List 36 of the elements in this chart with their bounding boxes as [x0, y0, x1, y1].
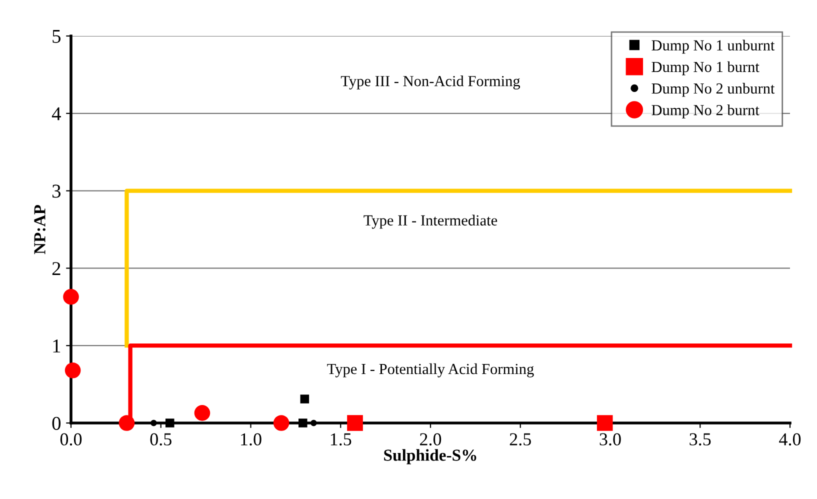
- y-axis-title: NP:AP: [34, 204, 46, 254]
- point: [596, 415, 613, 431]
- point: [63, 288, 79, 305]
- point: [273, 415, 290, 431]
- y-tick-label: 0: [52, 416, 61, 430]
- point: [298, 418, 308, 428]
- point: [165, 418, 174, 428]
- annotation: Type I - Potentially Acid Forming: [327, 363, 534, 378]
- x-tick-label: 4.0: [779, 433, 801, 446]
- x-tick-label: 1.5: [330, 433, 352, 446]
- x-tick-label: 2.5: [510, 433, 531, 446]
- y-tick-label: 5: [52, 30, 61, 43]
- legend-label: Dump No 1 burnt: [652, 61, 760, 76]
- x-tick-label: 1.0: [241, 433, 262, 446]
- annotation: Type II - Intermediate: [364, 214, 498, 229]
- point: [150, 420, 157, 426]
- point: [64, 362, 81, 378]
- x-tick-label: 3.5: [690, 433, 711, 446]
- y-tick-label: 1: [53, 340, 60, 352]
- point: [194, 405, 210, 421]
- point: [300, 394, 310, 404]
- legend-label: Dump No 2 unburnt: [652, 82, 775, 97]
- legend-label: Dump No 1 unburnt: [652, 40, 775, 54]
- point: [118, 415, 135, 431]
- x-tick-label: 2.0: [420, 433, 442, 446]
- y-tick-label: 2: [52, 262, 60, 275]
- x-tick-label: 3.0: [600, 433, 621, 446]
- y-tick-label: 3: [52, 184, 61, 198]
- legend-label: Dump No 2 burnt: [652, 104, 760, 118]
- x-axis-title: Sulphide-S%: [384, 449, 476, 464]
- x-tick-label: 0.5: [150, 433, 172, 446]
- point: [347, 415, 363, 431]
- y-tick-label: 4: [52, 107, 61, 120]
- x-tick-label: 0.0: [60, 433, 82, 446]
- point: [310, 420, 317, 426]
- annotation: Type III - Non-Acid Forming: [340, 75, 520, 90]
